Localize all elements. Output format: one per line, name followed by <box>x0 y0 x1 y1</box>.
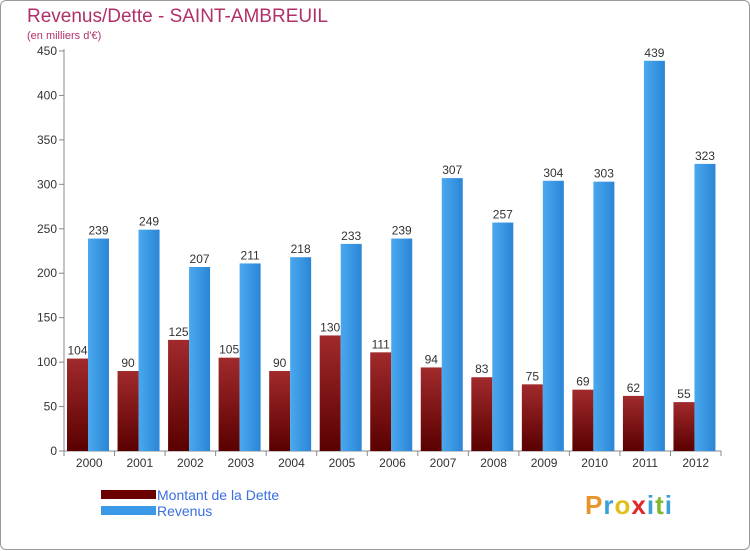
bar-revenue <box>593 181 615 451</box>
x-tick-label: 2011 <box>632 456 658 470</box>
logo-letter: r <box>603 490 615 520</box>
data-label-revenue: 207 <box>190 252 210 266</box>
bar-revenue <box>290 257 312 451</box>
bar-revenue <box>542 180 564 451</box>
bar-revenue <box>643 60 665 452</box>
legend-label-revenue: Revenus <box>157 503 213 519</box>
legend-label-debt: Montant de la Dette <box>157 487 280 503</box>
data-label-debt: 90 <box>121 356 135 370</box>
data-label-revenue: 439 <box>644 46 664 60</box>
bar-revenue <box>138 229 160 451</box>
logo-letter: P <box>585 490 604 520</box>
y-tick-label: 100 <box>37 355 57 369</box>
bar-debt <box>420 367 442 451</box>
data-label-debt: 69 <box>576 375 590 389</box>
bar-debt <box>319 335 341 451</box>
bars <box>67 60 716 452</box>
x-tick-label: 2001 <box>126 456 153 470</box>
data-label-revenue: 249 <box>139 215 159 229</box>
chart-title: Revenus/Dette - SAINT-AMBREUIL <box>27 6 328 27</box>
proxiti-logo: Proxiti <box>585 490 673 521</box>
data-label-debt: 83 <box>475 362 489 376</box>
x-tick-label: 2012 <box>682 456 709 470</box>
legend-swatch-revenue <box>101 506 156 515</box>
y-tick-label: 400 <box>37 88 57 102</box>
y-tick-label: 200 <box>37 266 57 280</box>
logo-letter: i <box>664 490 673 520</box>
data-label-revenue: 323 <box>695 149 715 163</box>
x-tick-label: 2004 <box>278 456 305 470</box>
data-label-debt: 94 <box>425 352 439 366</box>
data-label-revenue: 304 <box>543 166 563 180</box>
data-label-debt: 104 <box>67 344 87 358</box>
y-tick-label: 300 <box>37 177 57 191</box>
bar-debt <box>521 384 543 451</box>
logo-letter: t <box>655 490 665 520</box>
data-label-revenue: 239 <box>88 224 108 238</box>
bar-debt <box>572 389 594 451</box>
y-tick-label: 450 <box>37 44 57 58</box>
bar-revenue <box>340 243 362 451</box>
bar-revenue <box>441 178 463 451</box>
bar-debt <box>218 357 240 451</box>
x-tick-label: 2006 <box>379 456 406 470</box>
data-labels: 104 239 90 249 125 207 105 211 90 218 130 233 111 239… <box>67 46 715 401</box>
bar-debt <box>269 371 291 451</box>
data-label-revenue: 303 <box>594 167 614 181</box>
bar-debt <box>673 402 695 451</box>
logo-letter: o <box>614 490 632 520</box>
data-label-debt: 111 <box>372 337 391 351</box>
x-tick-label: 2009 <box>531 456 558 470</box>
data-label-debt: 105 <box>219 343 239 357</box>
logo-letter: x <box>631 490 647 520</box>
bar-debt <box>471 377 493 451</box>
chart-subtitle: (en milliers d'€) <box>27 30 102 42</box>
bar-revenue <box>88 238 109 451</box>
bar-revenue <box>239 263 261 451</box>
data-label-revenue: 239 <box>392 224 412 238</box>
y-tick-label: 50 <box>44 400 58 414</box>
data-label-debt: 62 <box>627 381 641 395</box>
x-tick-label: 2003 <box>228 456 255 470</box>
bar-debt <box>67 358 88 451</box>
data-label-revenue: 218 <box>291 242 311 256</box>
legend-swatch-debt <box>101 490 156 499</box>
x-tick-label: 2005 <box>329 456 356 470</box>
logo-letter: i <box>646 490 656 520</box>
data-label-debt: 130 <box>320 320 340 334</box>
bar-debt <box>370 352 392 451</box>
y-tick-label: 0 <box>50 444 57 458</box>
data-label-debt: 90 <box>273 356 287 370</box>
x-tick-label: 2002 <box>177 456 204 470</box>
x-tick-label: 2008 <box>480 456 507 470</box>
bar-revenue <box>492 222 514 451</box>
bar-debt <box>117 371 139 451</box>
bar-revenue <box>694 163 716 451</box>
x-tick-label: 2000 <box>76 456 103 470</box>
bar-debt <box>622 395 644 451</box>
bar-revenue <box>391 238 413 451</box>
x-tick-label: 2010 <box>581 456 608 470</box>
bar-debt <box>168 339 190 451</box>
x-tick-label: 2007 <box>430 456 457 470</box>
data-label-debt: 75 <box>526 369 540 383</box>
data-label-debt: 125 <box>169 325 189 339</box>
y-tick-label: 250 <box>37 222 57 236</box>
y-tick-label: 350 <box>37 133 57 147</box>
data-label-revenue: 211 <box>241 248 260 262</box>
bar-revenue <box>189 267 211 451</box>
data-label-revenue: 233 <box>341 229 361 243</box>
data-label-debt: 55 <box>677 387 691 401</box>
data-label-revenue: 307 <box>442 163 462 177</box>
data-label-revenue: 257 <box>493 208 513 222</box>
axes: 0 50 100 150 200 250 300 350 400 450 2000 2001 2002 2… <box>37 44 722 470</box>
y-tick-label: 150 <box>37 311 57 325</box>
